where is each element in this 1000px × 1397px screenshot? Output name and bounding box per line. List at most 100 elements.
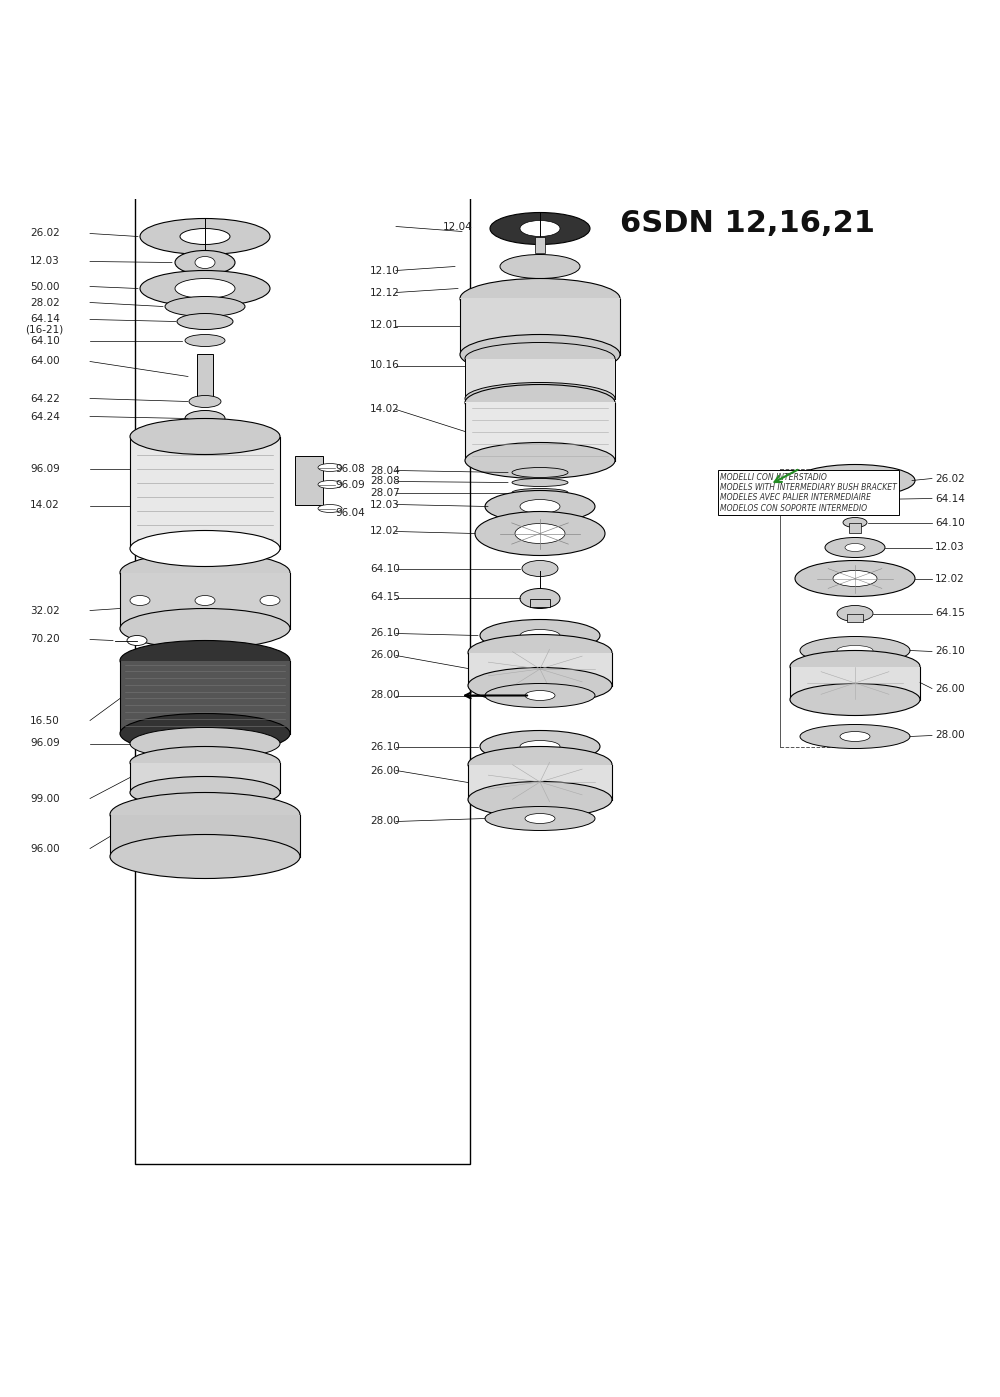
Ellipse shape xyxy=(468,634,612,671)
Ellipse shape xyxy=(175,278,235,299)
Ellipse shape xyxy=(475,511,605,556)
Ellipse shape xyxy=(843,517,867,528)
Text: 28.02: 28.02 xyxy=(30,298,60,307)
Bar xyxy=(460,299,620,355)
Ellipse shape xyxy=(127,636,147,645)
Ellipse shape xyxy=(260,595,280,605)
Ellipse shape xyxy=(525,690,555,700)
Ellipse shape xyxy=(520,500,560,514)
Text: 14.02: 14.02 xyxy=(30,500,60,510)
Ellipse shape xyxy=(520,221,560,236)
Ellipse shape xyxy=(795,560,915,597)
Text: 26.10: 26.10 xyxy=(370,629,400,638)
Ellipse shape xyxy=(800,725,910,749)
Text: 26.00: 26.00 xyxy=(935,683,965,693)
Text: 6SDN 12,16,21: 6SDN 12,16,21 xyxy=(620,210,875,237)
Ellipse shape xyxy=(110,792,300,837)
Ellipse shape xyxy=(465,383,615,415)
Ellipse shape xyxy=(185,411,225,426)
Text: 64.00: 64.00 xyxy=(30,356,60,366)
Ellipse shape xyxy=(520,588,560,609)
Ellipse shape xyxy=(140,218,270,254)
Text: 64.14: 64.14 xyxy=(30,314,60,324)
Ellipse shape xyxy=(165,296,245,317)
Ellipse shape xyxy=(110,834,300,879)
Ellipse shape xyxy=(120,552,290,592)
Ellipse shape xyxy=(485,683,595,707)
Text: 64.10: 64.10 xyxy=(30,335,60,345)
Bar xyxy=(465,402,615,461)
Ellipse shape xyxy=(505,278,575,299)
Bar xyxy=(193,419,217,426)
Text: 32.02: 32.02 xyxy=(30,605,60,616)
Ellipse shape xyxy=(520,630,560,641)
Ellipse shape xyxy=(480,731,600,763)
Text: 26.10: 26.10 xyxy=(935,647,965,657)
Text: 64.22: 64.22 xyxy=(30,394,60,404)
Bar xyxy=(120,573,290,629)
Text: MODELLI CON INTERSTADIO
MODELS WITH INTERMEDIARY BUSH BRACKET
MODELES AVEC PALIE: MODELLI CON INTERSTADIO MODELS WITH INTE… xyxy=(720,472,897,513)
Text: 64.15: 64.15 xyxy=(370,592,400,602)
Ellipse shape xyxy=(468,781,612,817)
Ellipse shape xyxy=(120,714,290,753)
Bar xyxy=(120,661,290,733)
Text: 28.04: 28.04 xyxy=(370,465,400,475)
Ellipse shape xyxy=(845,543,865,552)
Ellipse shape xyxy=(185,334,225,346)
Text: 28.00: 28.00 xyxy=(370,690,400,700)
Bar xyxy=(135,191,470,1164)
Text: 64.14: 64.14 xyxy=(935,493,965,503)
Text: 64.15: 64.15 xyxy=(935,609,965,619)
Ellipse shape xyxy=(465,384,615,420)
Text: 26.00: 26.00 xyxy=(370,766,400,775)
Text: 96.04: 96.04 xyxy=(335,507,365,517)
Text: 28.08: 28.08 xyxy=(370,476,400,486)
Text: 12.03: 12.03 xyxy=(370,500,400,510)
Ellipse shape xyxy=(795,464,915,496)
Text: 12.01: 12.01 xyxy=(370,320,400,331)
Ellipse shape xyxy=(840,732,870,742)
Bar xyxy=(847,613,863,622)
Ellipse shape xyxy=(130,746,280,778)
Text: 12.04: 12.04 xyxy=(443,222,473,232)
Text: 28.00: 28.00 xyxy=(935,731,965,740)
Text: 96.09: 96.09 xyxy=(30,464,60,474)
Ellipse shape xyxy=(318,504,342,513)
Ellipse shape xyxy=(195,257,215,268)
Bar xyxy=(130,436,280,549)
Ellipse shape xyxy=(195,595,215,605)
Ellipse shape xyxy=(465,342,615,374)
Ellipse shape xyxy=(522,560,558,577)
Ellipse shape xyxy=(318,481,342,489)
Text: 96.00: 96.00 xyxy=(30,844,60,854)
Ellipse shape xyxy=(120,640,290,680)
Ellipse shape xyxy=(512,468,568,478)
Text: 26.02: 26.02 xyxy=(30,229,60,239)
Ellipse shape xyxy=(837,493,873,506)
Ellipse shape xyxy=(468,746,612,782)
Text: 96.08: 96.08 xyxy=(335,464,365,474)
Text: 12.10: 12.10 xyxy=(370,265,400,275)
Bar xyxy=(535,236,545,253)
Ellipse shape xyxy=(130,595,150,605)
Bar xyxy=(197,353,213,398)
Text: 12.03: 12.03 xyxy=(30,257,60,267)
Ellipse shape xyxy=(790,683,920,715)
Ellipse shape xyxy=(177,313,233,330)
Text: 12.12: 12.12 xyxy=(370,288,400,298)
Text: 26.10: 26.10 xyxy=(370,742,400,752)
Ellipse shape xyxy=(130,531,280,567)
Ellipse shape xyxy=(485,490,595,522)
Ellipse shape xyxy=(130,728,280,760)
Ellipse shape xyxy=(120,609,290,648)
Ellipse shape xyxy=(460,334,620,374)
Ellipse shape xyxy=(800,637,910,665)
Bar xyxy=(465,359,615,398)
Text: 64.10: 64.10 xyxy=(935,517,965,528)
Text: 64.10: 64.10 xyxy=(370,563,400,574)
Ellipse shape xyxy=(825,538,885,557)
Text: 28.07: 28.07 xyxy=(370,488,400,497)
Ellipse shape xyxy=(485,806,595,830)
Text: 12.02: 12.02 xyxy=(370,527,400,536)
Text: 26.00: 26.00 xyxy=(370,651,400,661)
